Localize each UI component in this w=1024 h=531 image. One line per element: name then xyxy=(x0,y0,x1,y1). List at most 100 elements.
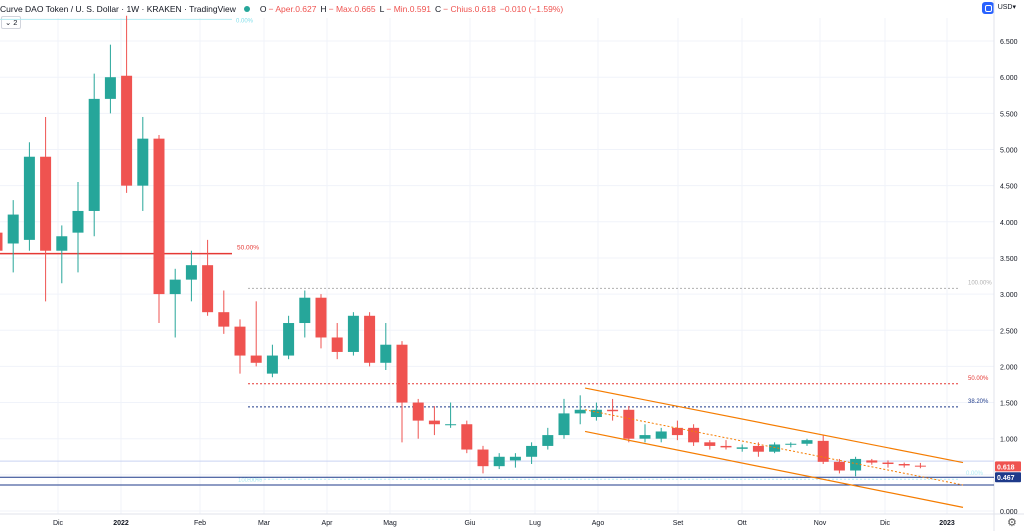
fib-level-label: 100.00% xyxy=(968,280,992,286)
candle-body xyxy=(56,236,68,251)
market-status-icon xyxy=(243,6,250,12)
candle-body xyxy=(574,409,586,414)
currency-label: USD xyxy=(997,4,1013,11)
candle-body xyxy=(752,445,764,452)
channel-lower-line xyxy=(584,430,964,508)
low-label: L xyxy=(379,4,385,14)
x-tick-label: Dic xyxy=(880,520,891,527)
candle-body xyxy=(461,424,473,450)
gear-icon[interactable]: ⚙ xyxy=(1007,517,1017,529)
x-tick-label: Set xyxy=(673,520,684,527)
x-tick-label: 2023 xyxy=(939,520,955,527)
y-tick-label: 6.000 xyxy=(1000,75,1018,82)
x-tick-label: Feb xyxy=(194,520,206,527)
candle-body xyxy=(23,156,35,240)
currency-selector[interactable]: USD▾ xyxy=(998,3,1016,11)
candle-body xyxy=(202,265,214,313)
candle-body xyxy=(445,424,457,426)
candle-body xyxy=(526,445,538,457)
x-tick-label: Ago xyxy=(592,520,605,527)
candle-body xyxy=(185,265,197,280)
channel-upper-line xyxy=(584,387,964,464)
candle-body xyxy=(833,461,845,471)
low-value: − Min.0.591 xyxy=(386,4,432,14)
candle-body xyxy=(542,435,554,446)
candle-body xyxy=(914,465,926,467)
candle-body xyxy=(283,323,295,356)
candle-body xyxy=(509,456,521,461)
candle-body xyxy=(412,402,424,421)
candle-body xyxy=(218,312,230,327)
high-label: H xyxy=(320,4,327,14)
x-tick-label: Giu xyxy=(465,520,476,527)
candle-body xyxy=(882,462,894,465)
x-tick-label: Nov xyxy=(814,520,827,527)
high-value: − Max.0.665 xyxy=(328,4,376,14)
chevron-down-icon: ▾ xyxy=(1012,4,1016,11)
indicator-count: 2 xyxy=(13,18,18,27)
y-tick-label: 0.000 xyxy=(1000,509,1018,516)
chevron-down-icon: ⌄ xyxy=(5,18,12,27)
candle-body xyxy=(72,210,84,233)
symbol-title[interactable]: Curve DAO Token / U. S. Dollar · 1W · KR… xyxy=(0,4,236,14)
candle-body xyxy=(607,409,619,412)
candle-body xyxy=(655,431,667,439)
x-tick-label: 2022 xyxy=(113,520,129,527)
y-tick-label: 6.500 xyxy=(1000,39,1018,46)
fib-level-label: 100.00% xyxy=(238,478,262,484)
y-tick-label: 4.000 xyxy=(1000,220,1018,227)
candle-body xyxy=(850,458,862,471)
candle-body xyxy=(720,445,732,448)
candle-body xyxy=(137,138,149,186)
x-tick-label: Ott xyxy=(737,520,746,527)
x-tick-label: Lug xyxy=(529,520,541,527)
channel-mid-line xyxy=(584,409,964,486)
candle-body xyxy=(866,460,878,463)
y-tick-label: 2.500 xyxy=(1000,328,1018,335)
candle-body xyxy=(704,442,716,446)
fib-level-label: 38.20% xyxy=(968,399,989,405)
candle-body xyxy=(688,427,700,443)
candle-body xyxy=(623,409,635,439)
candle-body xyxy=(380,344,392,363)
candle-body xyxy=(590,409,602,418)
y-tick-label: 2.000 xyxy=(1000,364,1018,371)
price-tag-label: 0.467 xyxy=(997,475,1015,482)
x-tick-label: Mag xyxy=(383,520,397,527)
candle-body xyxy=(639,435,651,439)
candle-body xyxy=(817,440,829,462)
fib-level-label: 50.00% xyxy=(968,376,989,382)
y-tick-label: 3.000 xyxy=(1000,292,1018,299)
candle-body xyxy=(364,315,376,363)
candle-body xyxy=(153,138,165,295)
candle-body xyxy=(7,214,19,244)
candle-body xyxy=(477,449,489,467)
chart-header: Curve DAO Token / U. S. Dollar · 1W · KR… xyxy=(0,2,563,16)
candle-body xyxy=(769,444,781,452)
x-tick-label: Apr xyxy=(322,520,334,527)
candle-body xyxy=(104,77,116,99)
candle-body xyxy=(785,443,797,445)
candle-body xyxy=(736,447,748,449)
close-label: C xyxy=(435,4,442,14)
price-tag xyxy=(995,472,1021,483)
candle-body xyxy=(671,427,683,436)
fib-level-label: 0.00% xyxy=(236,18,254,24)
candle-body xyxy=(315,297,327,338)
candle-body xyxy=(266,355,278,374)
change-value: −0.010 (−1.59%) xyxy=(499,4,564,14)
candle-body xyxy=(898,464,910,466)
candle-body xyxy=(493,456,505,467)
candle-body xyxy=(428,420,440,425)
fib-level-label: 0.00% xyxy=(966,471,984,477)
candle-body xyxy=(299,297,311,324)
candle-body xyxy=(396,344,408,403)
candle-body xyxy=(169,279,181,295)
close-value: − Chius.0.618 xyxy=(443,4,496,14)
snapshot-icon[interactable] xyxy=(982,2,994,14)
candle-body xyxy=(40,156,52,251)
candle-body xyxy=(558,413,570,436)
price-tag xyxy=(995,461,1021,472)
fib-level-label: 50.00% xyxy=(237,245,259,252)
